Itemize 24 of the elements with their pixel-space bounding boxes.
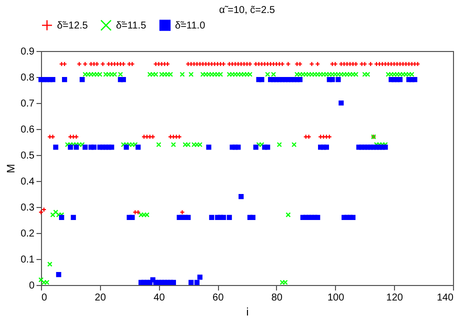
x-tick-label: 100 [327,292,345,304]
x-tick-label: 60 [212,292,224,304]
y-tick-label: 0.7 [20,98,35,110]
legend-label: δ̃=11.5 [116,20,147,32]
x-tick-label: 140 [436,292,454,304]
y-tick-label: 0.3 [20,202,35,214]
x-tick-label: 20 [94,292,106,304]
legend-label: δ̃=11.0 [175,20,206,32]
x-tick-label: 0 [42,292,48,304]
y-tick-label: 0.5 [20,150,35,162]
y-tick-label: 0.4 [20,176,35,188]
x-axis-title: i [246,306,249,318]
x-tick-label: 120 [386,292,404,304]
y-tick-label: 0 [28,280,35,292]
x-tick-label: 80 [271,292,283,304]
y-tick-label: 0.2 [20,228,35,240]
y-tick-label: 0.6 [20,124,35,136]
y-tick-label: 0.8 [20,72,35,84]
y-axis-title: M [6,164,18,174]
legend-label: δ̃=12.5 [57,20,88,32]
y-tick-label: 0.1 [20,254,35,266]
chart-title: α̃ =10, c̃=2.5 [219,5,276,16]
y-tick-label: 0.9 [20,46,35,58]
x-tick-label: 40 [154,292,166,304]
